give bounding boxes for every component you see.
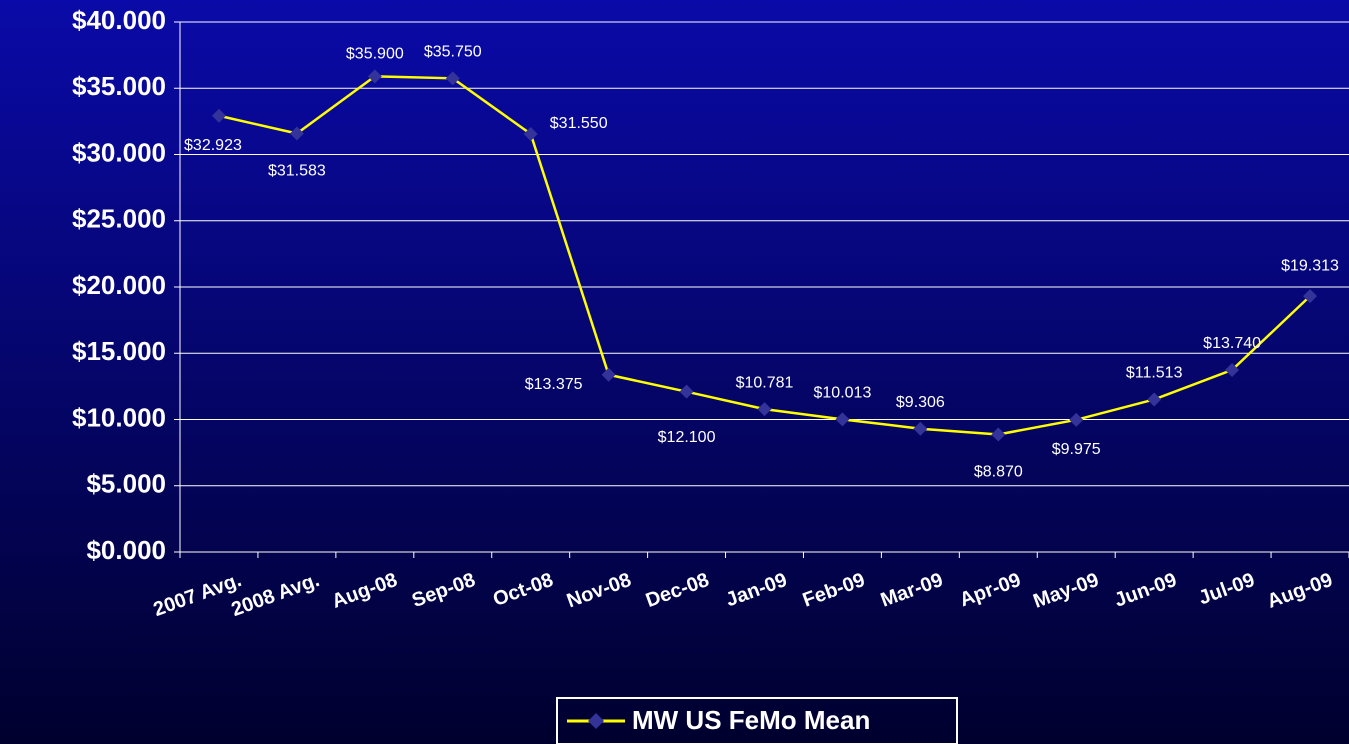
y-tick-label: $0.000 — [86, 535, 166, 565]
data-label: $35.900 — [346, 46, 404, 63]
legend-marker — [588, 713, 604, 729]
y-tick-label: $10.000 — [72, 402, 166, 432]
point-marker — [211, 108, 226, 123]
point-marker — [1225, 362, 1240, 377]
y-tick-label: $40.000 — [72, 5, 166, 35]
data-label: $13.740 — [1203, 335, 1261, 352]
data-label: $9.975 — [1052, 441, 1101, 458]
legend-box — [556, 697, 958, 744]
data-label: $31.550 — [550, 115, 608, 132]
point-marker — [523, 126, 538, 141]
y-tick-label: $20.000 — [72, 270, 166, 300]
y-tick-label: $25.000 — [72, 204, 166, 234]
point-marker — [1147, 392, 1162, 407]
data-label: $19.313 — [1281, 257, 1339, 274]
data-label: $11.513 — [1126, 365, 1183, 382]
point-marker — [913, 421, 928, 436]
point-marker — [757, 402, 772, 417]
data-label: $10.013 — [814, 385, 872, 402]
point-marker — [445, 71, 460, 86]
y-tick-label: $15.000 — [72, 336, 166, 366]
data-label: $31.583 — [268, 163, 326, 180]
data-label: $10.781 — [736, 374, 794, 391]
point-marker — [1069, 412, 1084, 427]
data-label: $8.870 — [974, 464, 1023, 481]
y-tick-label: $35.000 — [72, 71, 166, 101]
point-marker — [835, 412, 850, 427]
y-tick-label: $30.000 — [72, 137, 166, 167]
data-label: $12.100 — [658, 429, 716, 446]
data-label: $32.923 — [184, 137, 242, 154]
data-label: $35.750 — [424, 44, 482, 61]
data-label: $13.375 — [525, 376, 583, 393]
point-marker — [289, 126, 304, 141]
point-marker — [601, 367, 616, 382]
point-marker — [1303, 289, 1318, 304]
y-tick-label: $5.000 — [86, 469, 166, 499]
data-label: $9.306 — [896, 394, 945, 411]
point-marker — [367, 69, 382, 84]
legend-label: MW US FeMo Mean — [632, 705, 870, 735]
point-marker — [679, 384, 694, 399]
point-marker — [991, 427, 1006, 442]
